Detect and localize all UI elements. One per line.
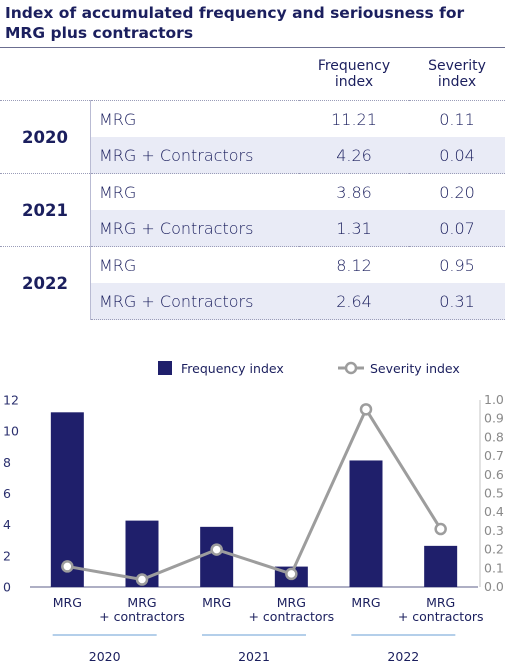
y-tick-label: 8 [3,455,11,470]
y2-tick-label: 0.0 [484,579,504,594]
severity-cell: 0.20 [409,173,505,210]
y2-tick-label: 0.2 [484,542,504,557]
severity-line [67,406,442,582]
chart-title: Index of accumulated frequency and serio… [5,4,465,42]
table-header-row: Frequency index Severity index [0,48,505,101]
severity-point [434,522,447,536]
table-row: 2020 MRG 11.21 0.11 [0,100,505,174]
header-year [0,48,91,101]
x-category-label: MRG [426,595,455,610]
severity-point [359,403,373,416]
frequency-cell: 3.86 [299,173,409,210]
x-category-label: MRG [127,595,156,610]
header-severity: Severity index [428,58,486,90]
frequency-cell: 1.31 [299,210,409,247]
legend-marker-severity [344,361,358,375]
year-cell: 2021 [0,173,91,247]
frequency-bar [50,412,84,587]
frequency-cell: 2.64 [299,283,409,320]
y-tick-label: 2 [3,548,11,563]
y2-tick-label: 0.8 [484,429,504,444]
severity-cell: 0.04 [409,137,505,174]
severity-point [61,560,74,573]
year-group-label: 2022 [387,649,419,664]
y2-tick-label: 0.9 [484,411,504,426]
y2-tick-label: 0.1 [484,560,504,575]
data-table: Frequency index Severity index 2020 MRG … [0,48,505,320]
frequency-cell: 4.26 [299,137,409,174]
y2-tick-label: 0.4 [484,504,504,519]
table-row: MRG + Contractors 1.31 0.07 [0,210,505,247]
frequency-bar [424,545,458,587]
category-cell: MRG [90,173,299,210]
legend-swatch-frequency [158,361,172,375]
year-cell: 2022 [0,246,91,320]
severity-point [285,567,298,581]
x-category-label: + contractors [398,609,484,624]
legend-label-severity: Severity index [370,361,460,376]
combo-chart: Frequency index Severity index 0 2 4 6 8 10 12 0.… [3,361,504,664]
y2-tick-label: 0.3 [484,523,504,538]
severity-cell: 0.11 [409,100,505,137]
table-row: MRG + Contractors 4.26 0.04 [0,137,505,174]
severity-point [210,543,223,556]
frequency-cell: 11.21 [299,100,409,137]
y-tick-label: 0 [3,580,11,595]
y-tick-label: 4 [3,517,11,532]
category-cell: MRG [90,246,299,283]
year-group-label: 2021 [238,649,270,664]
legend-label-frequency: Frequency index [181,361,284,376]
category-cell: MRG + Contractors [90,137,299,174]
severity-cell: 0.95 [409,246,505,283]
x-category-label: MRG [53,595,82,610]
y-tick-label: 10 [3,424,19,439]
category-cell: MRG [90,100,299,137]
year-group-label: 2020 [89,649,121,664]
x-category-label: + contractors [248,609,334,624]
table-row: 2021 MRG 3.86 0.20 [0,173,505,247]
frequency-cell: 8.12 [299,246,409,283]
table-row: 2022 MRG 8.12 0.95 [0,246,505,320]
severity-cell: 0.31 [409,283,505,320]
x-category-label: + contractors [99,609,185,624]
y2-tick-label: 0.7 [484,448,504,463]
header-category [91,48,300,101]
category-cell: MRG + Contractors [90,283,299,320]
y-tick-label: 12 [3,393,19,408]
y2-tick-label: 0.6 [484,467,504,482]
x-category-label: MRG [351,595,380,610]
y2-tick-label: 0.5 [484,486,504,501]
header-frequency: Frequency index [317,58,391,90]
severity-point [135,573,149,586]
y2-tick-label: 1.0 [484,392,504,407]
category-cell: MRG + Contractors [90,210,299,247]
frequency-bar [200,526,234,587]
y-tick-label: 6 [3,486,11,501]
severity-cell: 0.07 [409,210,505,247]
x-category-label: MRG [277,595,306,610]
x-category-label: MRG [202,595,231,610]
title-divider [0,47,505,48]
table-row: MRG + Contractors 2.64 0.31 [0,283,505,320]
year-cell: 2020 [0,100,91,174]
frequency-bar [349,460,383,587]
